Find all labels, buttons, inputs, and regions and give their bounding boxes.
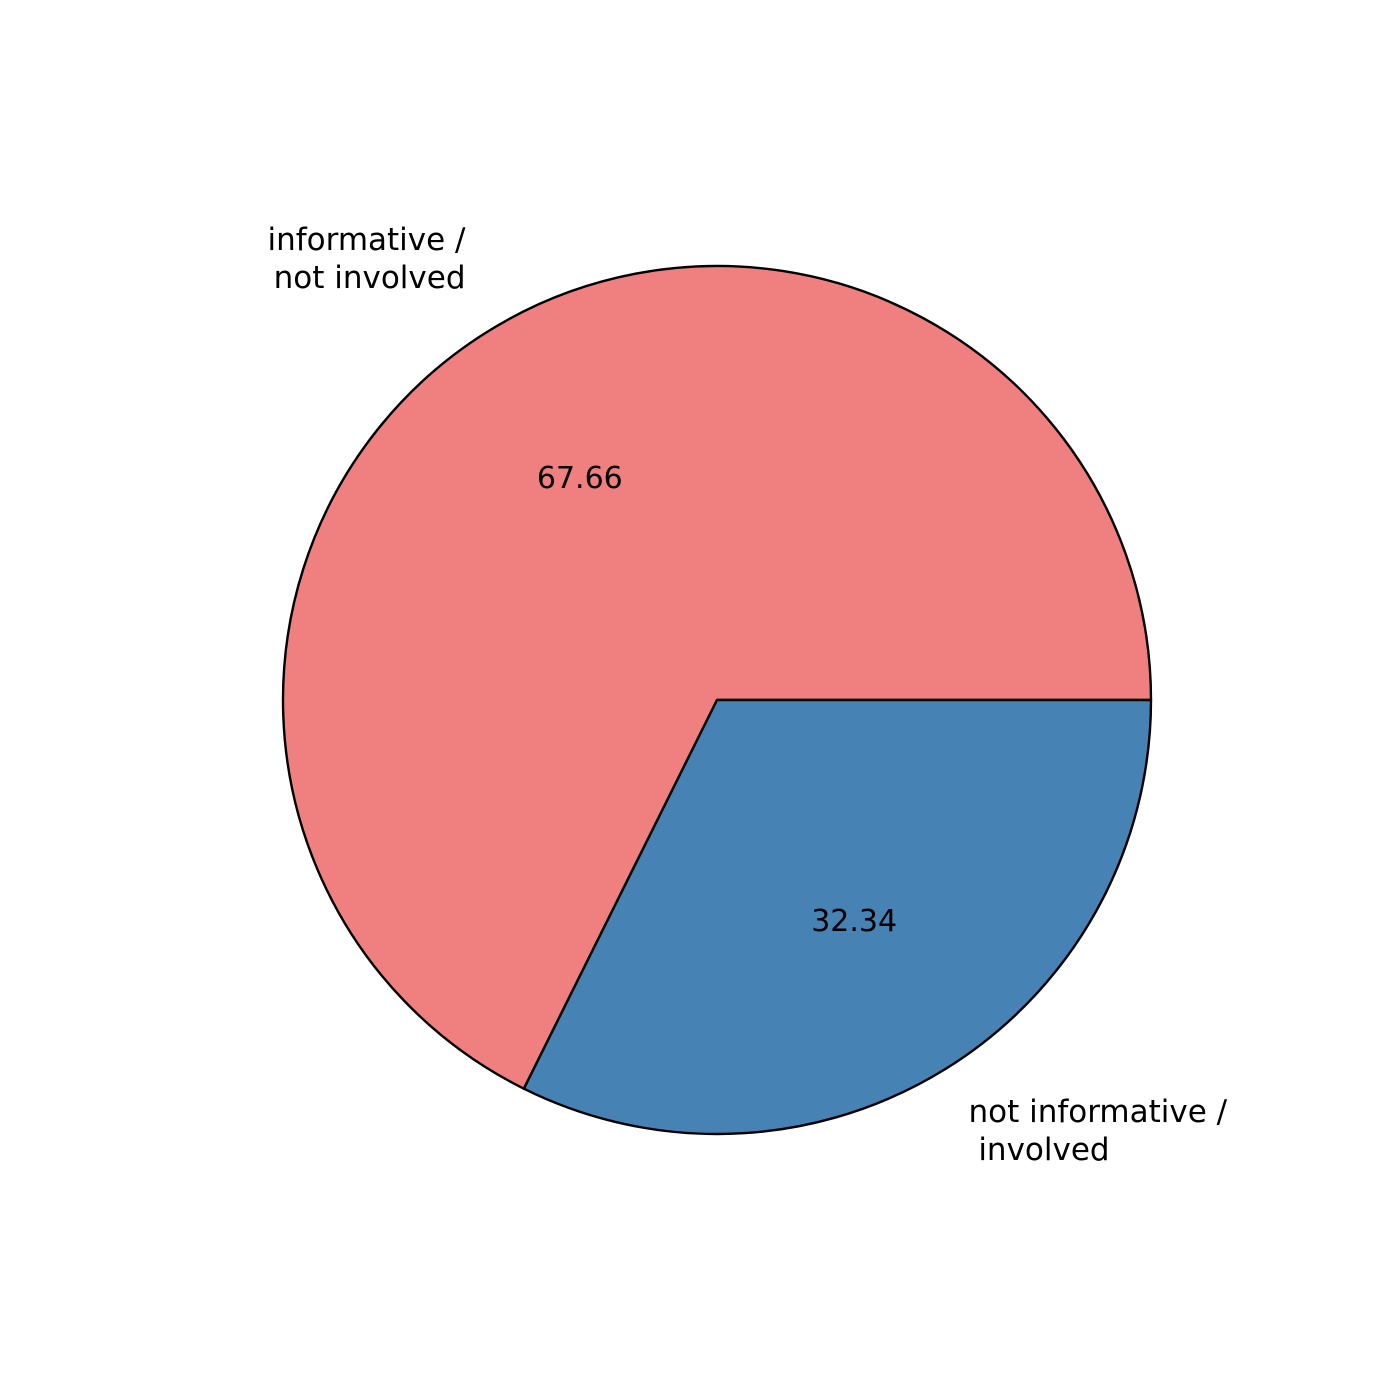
pie-slice-0 [281, 264, 1153, 1090]
slice-category-label-0: informative / not involved [264, 222, 466, 296]
slice-category-label-line: involved [968, 1132, 1109, 1168]
pie-slice-1 [522, 698, 1153, 1136]
slice-category-label-line: informative / [267, 222, 466, 258]
pie-labels: 67.66 informative / not involved 32.34 not … [264, 222, 1228, 1168]
slice-category-label-1: not informative / involved [968, 1094, 1227, 1168]
pie-slices [281, 264, 1153, 1136]
slice-value-label-0: 67.66 [537, 461, 623, 496]
slice-category-label-line: not involved [264, 260, 466, 296]
slice-category-label-line: not informative / [968, 1094, 1227, 1130]
slice-value-label-1: 32.34 [811, 904, 897, 939]
